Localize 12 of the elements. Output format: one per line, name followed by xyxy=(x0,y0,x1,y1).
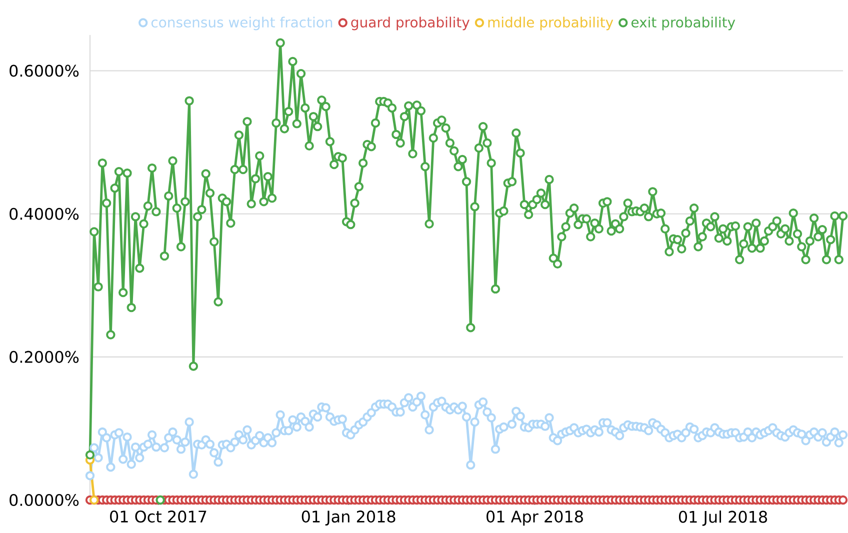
legend-label: exit probability xyxy=(631,16,736,30)
y-tick-label: 0.2000% xyxy=(10,350,79,363)
y-tick-label: 0.4000% xyxy=(10,208,79,220)
legend-label: guard probability xyxy=(351,16,470,30)
x-tick-label: 01 Oct 2017 xyxy=(110,510,206,523)
y-tick-label: 0.0000% xyxy=(10,494,79,506)
legend-label: middle probability xyxy=(488,16,614,30)
x-tick-label: 01 Apr 2018 xyxy=(486,510,583,526)
x-tick-label: 01 Jan 2018 xyxy=(302,510,396,526)
y-tick-label: 0.6000% xyxy=(10,64,79,77)
legend-label: consensus weight fraction xyxy=(151,16,332,30)
x-tick-label: 01 Jul 2018 xyxy=(678,510,768,526)
